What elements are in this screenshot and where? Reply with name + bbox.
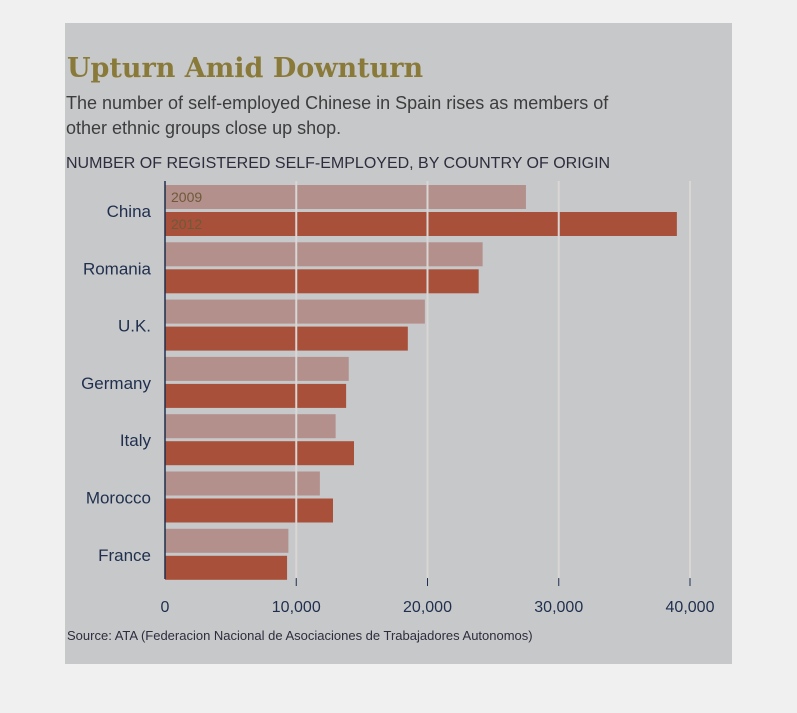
chart-subtitle-line-1: The number of self-employed Chinese in S… <box>66 93 609 113</box>
category-label: France <box>98 546 151 565</box>
x-tick-label: 30,000 <box>534 599 583 616</box>
bar-china-2009 <box>165 185 526 209</box>
x-tick-label: 10,000 <box>272 599 321 616</box>
series-label-2009: 2009 <box>171 189 202 205</box>
bar-germany-2012 <box>165 383 347 408</box>
category-labels: China Romania U.K. Germany Italy Morocco Franc… <box>81 202 151 565</box>
chart-title: Upturn Amid Downturn <box>67 53 423 84</box>
bar-germany-2009 <box>165 356 349 381</box>
bar-uk-2012 <box>165 326 408 351</box>
x-tick-label: 0 <box>161 599 170 616</box>
bar-france-2012 <box>165 555 288 580</box>
gridlines <box>295 181 691 579</box>
bar-morocco-2012 <box>165 498 333 523</box>
chart: Upturn Amid Downturn The number of self-… <box>66 53 715 643</box>
bar-italy-2012 <box>165 441 354 466</box>
chart-subtitle-line-2: other ethnic groups close up shop. <box>66 118 341 138</box>
chart-source: Source: ATA (Federacion Nacional de Asoc… <box>67 628 533 643</box>
bar-italy-2009 <box>165 414 336 439</box>
bar-romania-2009 <box>165 242 483 267</box>
category-label: China <box>107 202 152 221</box>
chart-card: Upturn Amid Downturn The number of self-… <box>65 23 732 664</box>
x-ticks: 0 10,000 20,000 30,000 40,000 <box>161 578 715 616</box>
bar-uk-2009 <box>165 299 425 324</box>
bar-morocco-2009 <box>165 471 320 496</box>
bar-france-2009 <box>165 528 289 553</box>
x-tick-label: 20,000 <box>403 599 452 616</box>
series-labels: 2009 2012 <box>171 189 202 232</box>
chart-axis-title: NUMBER OF REGISTERED SELF-EMPLOYED, BY C… <box>66 155 610 172</box>
bar-romania-2012 <box>165 269 479 294</box>
x-tick-label: 40,000 <box>666 599 715 616</box>
series-label-2012: 2012 <box>171 216 202 232</box>
category-label: Morocco <box>86 489 151 508</box>
category-label: Italy <box>120 431 152 450</box>
bar-china-2012 <box>165 212 677 236</box>
bars-group <box>165 185 677 580</box>
category-label: U.K. <box>118 317 151 336</box>
category-label: Romania <box>83 259 152 278</box>
category-label: Germany <box>81 374 151 393</box>
